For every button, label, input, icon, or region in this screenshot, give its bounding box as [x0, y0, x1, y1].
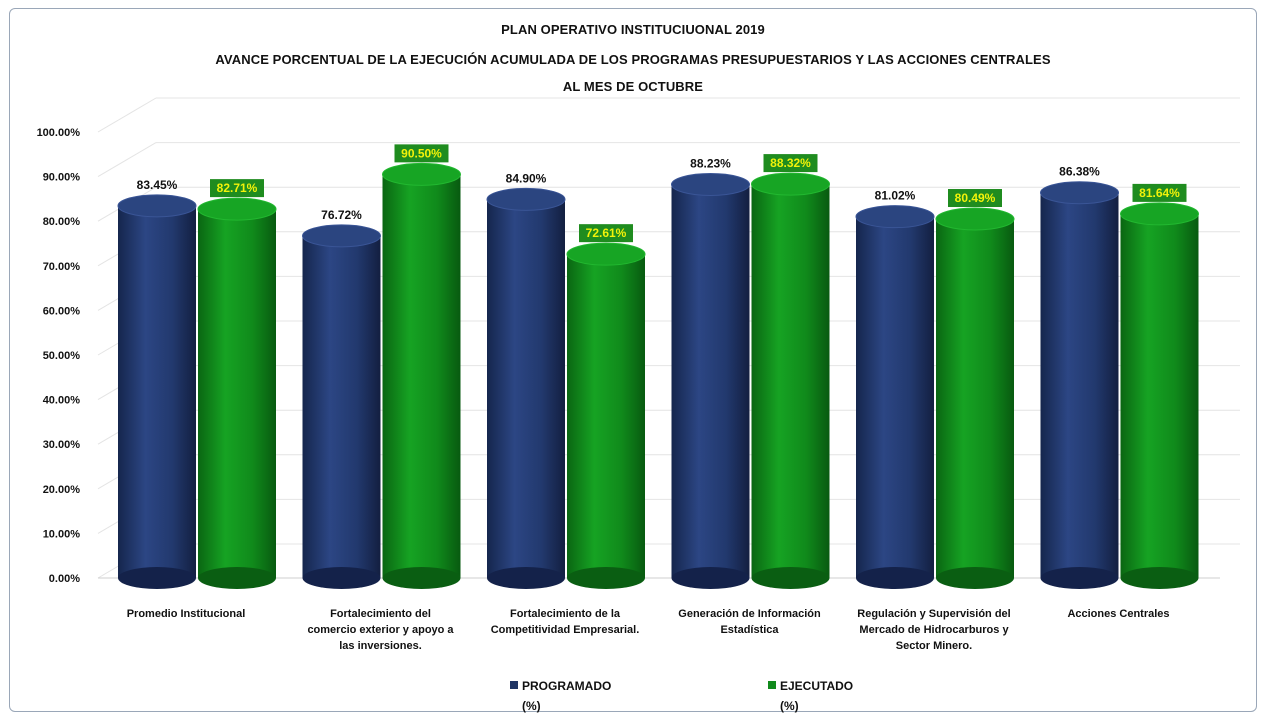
y-tick-label: 80.00% [43, 216, 81, 228]
category-label: Fortalecimiento de la Competitividad Empr… [470, 606, 660, 638]
data-label-box [948, 189, 1002, 208]
bar-top [1040, 181, 1119, 205]
y-tick-label: 60.00% [43, 305, 81, 317]
bar-ejecutado [751, 184, 830, 578]
bar-programado [487, 199, 565, 578]
bar-base [567, 567, 645, 589]
legend-unit-programado: (%) [522, 699, 541, 713]
category-label-line: Mercado de Hidrocarburos y [859, 624, 1009, 636]
chart-title: PLAN OPERATIVO INSTITUCIUONAL 2019 [501, 22, 765, 37]
category-label: Regulación y Supervisión del Mercado de H… [839, 606, 1029, 654]
data-label-programado: 76.72% [321, 208, 362, 222]
category-label-line: comercio exterior y apoyo a [307, 624, 454, 636]
category-label: Promedio Institucional [91, 606, 281, 622]
data-label-ejecutado: 80.49% [955, 191, 996, 205]
category-label-line: Competitividad Empresarial. [490, 624, 640, 636]
category-label-line: Generación de Información [678, 608, 821, 620]
y-tick-label: 100.00% [37, 127, 81, 139]
bar-top [751, 172, 830, 196]
legend-label-programado: PROGRAMADO [522, 679, 612, 693]
category-label: Acciones Centrales [1024, 606, 1214, 622]
bar-base [1040, 567, 1119, 589]
chart-subtitle-2: AL MES DE OCTUBRE [562, 79, 704, 94]
y-tick-label: 30.00% [43, 439, 81, 451]
legend-swatch-programado [510, 681, 518, 689]
y-tick-label: 0.00% [49, 573, 80, 585]
category-label-line: Fortalecimiento de la [509, 608, 621, 620]
legend-unit-ejecutado: (%) [780, 699, 799, 713]
bar-base [1120, 567, 1199, 589]
bar-ejecutado [567, 254, 645, 578]
data-label-programado: 86.38% [1059, 165, 1100, 179]
bar-base [198, 567, 276, 589]
bar-ejecutado [382, 174, 461, 578]
y-tick-label: 90.00% [43, 172, 81, 184]
category-label: Fortalecimiento del comercio exterior y a… [286, 606, 476, 654]
bar-programado [1040, 192, 1119, 579]
bar-top [935, 207, 1015, 231]
data-label-programado: 83.45% [137, 178, 178, 192]
data-label-box [579, 224, 633, 243]
category-label-line: Acciones Centrales [1067, 608, 1170, 620]
category-label-line: Sector Minero. [895, 640, 973, 652]
category-label-line: Promedio Institucional [126, 608, 246, 620]
gridline-depth [97, 142, 157, 178]
bar-base [118, 567, 196, 589]
bar-base [671, 567, 750, 589]
category-label-line: Regulación y Supervisión del [857, 608, 1011, 620]
bar-top [855, 205, 935, 229]
category-label-line: las inversiones. [339, 640, 422, 652]
y-tick-label: 10.00% [43, 528, 81, 540]
bar-base [856, 567, 934, 589]
legend-item-programado: PROGRAMADO (%) [510, 676, 611, 716]
y-tick-label: 70.00% [43, 261, 81, 273]
data-label-programado: 84.90% [506, 171, 547, 185]
data-label-ejecutado: 90.50% [401, 146, 442, 160]
legend-item-ejecutado: EJECUTADO (%) [768, 676, 853, 716]
bar-base [487, 567, 565, 589]
bar-top [197, 197, 277, 221]
bar-top [1120, 202, 1199, 226]
bar-base [751, 567, 830, 589]
bar-programado [302, 235, 381, 578]
category-label-line: Estadística [720, 624, 779, 636]
data-label-ejecutado: 72.61% [586, 226, 627, 240]
data-label-programado: 88.23% [690, 156, 731, 170]
bar-programado [118, 205, 196, 579]
bar-top [117, 194, 197, 218]
bar-top [671, 172, 750, 196]
data-label-box [1132, 183, 1187, 202]
bar-programado [856, 216, 934, 578]
data-label-box [394, 144, 449, 163]
data-label-programado: 81.02% [875, 189, 916, 203]
bar-base [936, 567, 1014, 589]
bar-ejecutado [936, 219, 1014, 579]
bar-top [486, 187, 566, 211]
bar-base [302, 567, 381, 589]
bar-ejecutado [1120, 213, 1199, 578]
chart-subtitle: AVANCE PORCENTUAL DE LA EJECUCIÓN ACUMUL… [215, 52, 1051, 67]
data-label-ejecutado: 81.64% [1139, 186, 1180, 200]
data-label-ejecutado: 88.32% [770, 156, 811, 170]
bar-programado [671, 184, 750, 578]
bar-top [302, 224, 381, 248]
y-tick-label: 40.00% [43, 395, 81, 407]
category-label: Generación de Información Estadística [655, 606, 845, 638]
data-label-box [210, 179, 264, 198]
gridline-depth [97, 97, 157, 133]
legend-label-ejecutado: EJECUTADO [780, 679, 854, 693]
y-tick-label: 50.00% [43, 350, 81, 362]
bar-ejecutado [198, 209, 276, 578]
bar-base [382, 567, 461, 589]
legend-swatch-ejecutado [768, 681, 776, 689]
bar-top [566, 242, 646, 266]
category-label-line: Fortalecimiento del [330, 608, 431, 620]
bar-top [382, 162, 461, 186]
y-tick-label: 20.00% [43, 484, 81, 496]
data-label-box [763, 154, 818, 173]
data-label-ejecutado: 82.71% [217, 181, 258, 195]
